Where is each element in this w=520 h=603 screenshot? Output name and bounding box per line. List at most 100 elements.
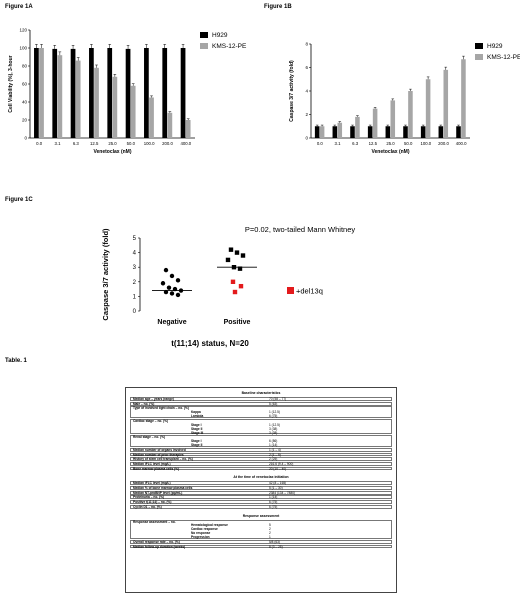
- table-section-heading: At the time of venetoclax initiation: [233, 475, 289, 480]
- table-subrow-value: 1 (12.5): [269, 410, 280, 415]
- table-1: Baseline characteristics Median age – yea…: [125, 387, 397, 593]
- x-tick-label: 100.0: [144, 141, 155, 146]
- table-row-key: Male – no. (%): [133, 401, 155, 406]
- x-tick-label: 25.0: [108, 141, 117, 146]
- table-row-key: History of stem cell transplant – no. (%…: [133, 457, 193, 462]
- table-subrow-key: Stage I: [191, 439, 202, 444]
- point-del13q: [230, 279, 236, 284]
- legend-swatch-1: [475, 54, 483, 60]
- table-subrow-key: Cardiac response: [191, 527, 218, 532]
- bar-0-4: [385, 126, 391, 138]
- legend-label: +del13q: [296, 287, 323, 296]
- table-row-value: 6 (75): [269, 504, 278, 509]
- figure-1b-label: Figure 1B: [264, 4, 292, 10]
- legend-label: KMS-12-PE: [212, 43, 247, 50]
- table-row: Median number of organs involved 1 (1 – 4…: [130, 447, 392, 452]
- x-tick-label: 50.0: [404, 141, 413, 146]
- table-subrow-value: 5: [269, 523, 271, 528]
- x-tick-label: 200.0: [438, 141, 449, 146]
- bar-1-3: [94, 67, 99, 138]
- table-subrow-key: Stage I: [191, 422, 202, 427]
- table-row-value: 1 (1 – 4): [269, 447, 281, 452]
- table-subrow-key: No response: [191, 531, 211, 536]
- table-row: Cardiac stage – no. (%) Stage I 1 (12.5) St…: [130, 418, 392, 435]
- table-row: Median number of prior therapies 2 (1 – 5…: [130, 452, 392, 457]
- y-tick-label: 4: [133, 251, 137, 257]
- table-row-value: 2 (1 – 5): [269, 452, 281, 457]
- y-axis-label: Cell Viability (%), 3-hour: [8, 55, 14, 112]
- legend-label: H929: [487, 43, 503, 50]
- figure-1a-label: Figure 1A: [5, 4, 33, 10]
- table-row: Positive t(11;14) – no. (%) 6 (75): [130, 500, 392, 504]
- x-tick-label: 50.0: [127, 141, 136, 146]
- figure-1c-label: Figure 1C: [5, 197, 33, 203]
- y-tick-label: 60: [22, 82, 28, 87]
- table-row-key: Positive t(11;14) – no. (%): [133, 500, 172, 505]
- legend-swatch-1: [200, 43, 208, 49]
- point-negative: [166, 285, 172, 290]
- table-row-key: Cardiac stage – no. (%): [133, 418, 169, 423]
- bar-0-2: [350, 126, 355, 138]
- bar-0-1: [332, 126, 338, 138]
- point-negative: [163, 267, 169, 273]
- bar-1-4: [112, 76, 118, 138]
- x-tick-label: 6.3: [73, 141, 80, 146]
- point-positive: [237, 266, 243, 271]
- table-row-key: Median iFLC level (mg/L): [133, 481, 171, 486]
- table-subrow-key: Kappa: [191, 410, 201, 415]
- bar-1-6: [425, 79, 431, 138]
- table-subrow-key: Progression: [191, 535, 210, 540]
- legend-label: H929: [212, 32, 228, 39]
- bar-0-3: [89, 48, 94, 138]
- x-tick-label: 0.0: [36, 141, 43, 146]
- point-del13q: [238, 283, 244, 289]
- y-tick-label: 0: [305, 136, 308, 141]
- table-subrow-key: Hematological response: [191, 523, 228, 528]
- y-tick-label: 0: [133, 309, 137, 315]
- table-row: Type of involved light chain – no. (%) Ka…: [130, 406, 392, 419]
- x-tick-label: 25.0: [386, 141, 395, 146]
- table-row-key: Response assessment – no.: [133, 519, 176, 524]
- table-row-value: 8 (3 – 25): [269, 544, 283, 549]
- y-tick-label: 100: [19, 46, 27, 51]
- table-section-heading: Baseline characteristics: [241, 391, 281, 395]
- table-row-key: Median number of organs involved: [133, 447, 186, 452]
- table-subrow-value: 2: [269, 531, 271, 536]
- x-axis-label: t(11;14) status, N=20: [171, 339, 249, 348]
- bar-1-2: [355, 116, 360, 138]
- table-row-value: 2 (25): [269, 457, 278, 462]
- table-row-value: 5 (1 – 30): [269, 486, 283, 490]
- bar-0-2: [70, 48, 76, 138]
- bar-1-7: [443, 69, 449, 138]
- bar-0-7: [162, 48, 168, 138]
- table-row-key: Median NT-proBNP level (pg/mL): [133, 490, 183, 495]
- table-subrow-value: 6 (75): [269, 414, 278, 419]
- x-axis-label: Venetoclax (nM): [93, 149, 131, 155]
- table-row-value: 2384 (134 – 7880): [269, 490, 296, 495]
- table-row-value: 5 (63): [269, 401, 278, 406]
- point-positive: [225, 257, 231, 263]
- bar-1-5: [130, 85, 136, 138]
- bar-1-1: [337, 122, 343, 138]
- point-negative: [169, 273, 175, 279]
- table-row-value: 6 (75): [269, 500, 278, 505]
- table-row: Response assessment – no. Hematological r…: [130, 519, 392, 540]
- table-row-key: Median age – years (range): [133, 397, 174, 401]
- legend-label: KMS-12-PE: [487, 54, 520, 61]
- table-row-value: 20 (10 – 40): [269, 466, 287, 471]
- legend-swatch-0: [475, 43, 483, 49]
- table-row-key: Proteinuria – no. (%): [133, 495, 164, 500]
- bar-0-0: [34, 48, 39, 138]
- point-positive: [234, 250, 240, 255]
- x-tick-label: 100.0: [420, 141, 431, 146]
- bar-0-6: [144, 48, 149, 138]
- table-subrow-value: 1 (14): [269, 443, 278, 448]
- y-tick-label: 80: [22, 64, 28, 69]
- y-tick-label: 5: [133, 236, 137, 242]
- table-subrow-key: Stage II: [191, 443, 203, 448]
- y-axis-label: Caspase 3/7 activity (fold): [101, 228, 110, 321]
- x-tick-label: 200.0: [162, 141, 173, 146]
- y-axis-label-line: Caspase 3/7 activity (fold): [289, 60, 295, 122]
